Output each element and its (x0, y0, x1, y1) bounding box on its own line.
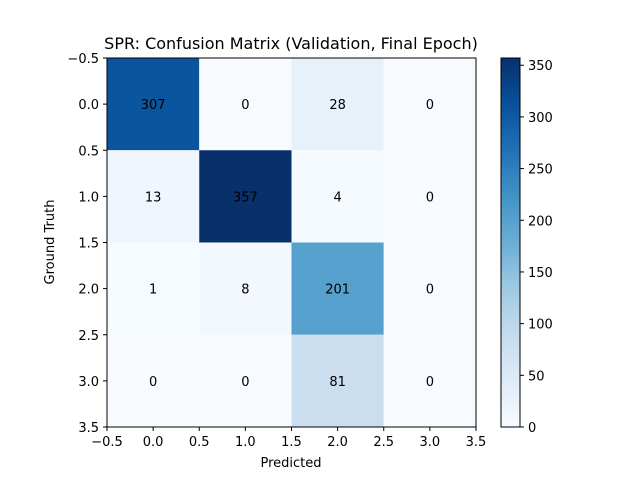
y-tick-label: 0.0 (78, 98, 99, 113)
x-tick-label: 3.0 (420, 435, 441, 450)
y-tick-label: 1.5 (78, 237, 99, 252)
colorbar-tick-label: 100 (528, 318, 553, 333)
heatmap-cell-3-2 (291, 334, 384, 427)
x-axis-ticks: −0.5 0.0 0.5 1.0 1.5 2.0 2.5 3.0 3.5 (91, 427, 486, 450)
heatmap-cell-1-0 (107, 150, 200, 243)
colorbar-ticks: 0 50 100 150 200 250 300 350 (520, 59, 553, 436)
y-tick-label: 2.0 (78, 283, 99, 298)
x-tick-label: 0.5 (189, 435, 210, 450)
colorbar-tick-label: 250 (528, 163, 553, 178)
y-tick-label: 3.0 (78, 375, 99, 390)
heatmap-cell-2-3 (383, 242, 476, 335)
heatmap-cell-2-1 (199, 242, 292, 335)
cell-label-3-0: 0 (149, 375, 157, 390)
heatmap-cell-1-2 (291, 150, 384, 243)
cell-label-1-3: 0 (426, 190, 434, 205)
y-axis-ticks: −0.5 0.0 0.5 1.0 1.5 2.0 2.5 3.0 3.5 (67, 52, 107, 436)
heatmap-cell-0-2 (291, 58, 384, 151)
x-tick-label: 0.0 (143, 435, 164, 450)
cell-label-1-2: 4 (333, 190, 341, 205)
x-tick-label: 1.5 (281, 435, 302, 450)
cell-label-0-3: 0 (426, 98, 434, 113)
heatmap-cells (107, 58, 476, 427)
heatmap-cell-2-2 (291, 242, 384, 335)
y-tick-label: 0.5 (78, 144, 99, 159)
y-tick-label: 1.0 (78, 190, 99, 205)
heatmap-cell-3-3 (383, 334, 476, 427)
cell-label-2-3: 0 (426, 283, 434, 298)
y-axis-label: Ground Truth (43, 200, 58, 285)
cell-label-0-2: 28 (329, 98, 346, 113)
chart-title: SPR: Confusion Matrix (Validation, Final… (104, 34, 478, 53)
cell-label-3-3: 0 (426, 375, 434, 390)
x-axis-label: Predicted (260, 456, 321, 471)
heatmap-cell-0-3 (383, 58, 476, 151)
colorbar: 0 50 100 150 200 250 300 350 (500, 57, 553, 436)
cell-value-labels: 307 0 28 0 13 357 4 0 1 8 201 0 0 0 81 0 (141, 98, 434, 390)
x-tick-label: 2.5 (373, 435, 394, 450)
colorbar-tick-label: 300 (528, 111, 553, 126)
cell-label-2-2: 201 (325, 283, 350, 298)
heatmap-cell-1-1 (199, 150, 292, 243)
cell-label-3-2: 81 (329, 375, 346, 390)
heatmap-cell-2-0 (107, 242, 200, 335)
y-tick-label: 3.5 (78, 421, 99, 436)
cell-label-2-1: 8 (241, 283, 249, 298)
cell-label-2-0: 1 (149, 283, 157, 298)
heatmap-cell-0-0 (107, 58, 200, 151)
cell-label-3-1: 0 (241, 375, 249, 390)
heatmap-cell-3-0 (107, 334, 200, 427)
x-tick-label: 3.5 (466, 435, 487, 450)
x-tick-label: 2.0 (327, 435, 348, 450)
colorbar-tick-label: 50 (528, 369, 545, 384)
x-tick-label: −0.5 (91, 435, 123, 450)
colorbar-tick-label: 0 (528, 421, 536, 436)
colorbar-tick-label: 150 (528, 266, 553, 281)
y-tick-label: 2.5 (78, 329, 99, 344)
colorbar-tick-label: 350 (528, 59, 553, 74)
colorbar-tick-label: 200 (528, 214, 553, 229)
heatmap-cell-0-1 (199, 58, 292, 151)
cell-label-1-1: 357 (233, 190, 258, 205)
cell-label-0-0: 307 (141, 98, 166, 113)
heatmap-cell-3-1 (199, 334, 292, 427)
heatmap-cell-1-3 (383, 150, 476, 243)
cell-label-0-1: 0 (241, 98, 249, 113)
y-tick-label: −0.5 (67, 52, 99, 67)
colorbar-gradient (500, 57, 521, 428)
x-tick-label: 1.0 (235, 435, 256, 450)
cell-label-1-0: 13 (145, 190, 162, 205)
